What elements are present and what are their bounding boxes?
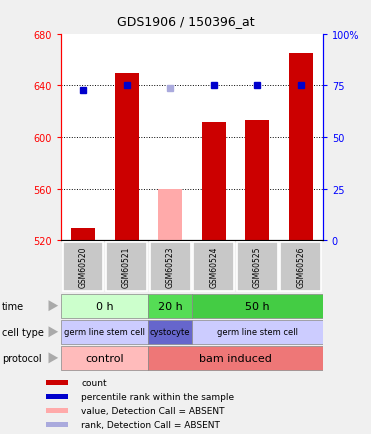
Polygon shape (49, 326, 58, 338)
Bar (289, 54, 313, 241)
Bar (106, 243, 147, 291)
Bar (46, 422, 68, 427)
Text: germ line stem cell: germ line stem cell (64, 328, 145, 336)
Bar (148, 294, 192, 318)
Text: 0 h: 0 h (96, 301, 114, 311)
Polygon shape (49, 352, 58, 364)
Bar (61, 346, 148, 370)
Bar (150, 243, 191, 291)
Polygon shape (49, 300, 58, 312)
Text: cell type: cell type (2, 327, 44, 337)
Text: 50 h: 50 h (245, 301, 270, 311)
Text: GSM60521: GSM60521 (122, 246, 131, 288)
Bar (46, 394, 68, 399)
Bar (46, 408, 68, 413)
Bar (148, 346, 323, 370)
Text: GSM60520: GSM60520 (79, 246, 88, 288)
Text: GSM60523: GSM60523 (166, 246, 175, 288)
Text: bam induced: bam induced (199, 353, 272, 363)
Text: cystocyte: cystocyte (150, 328, 190, 336)
Bar (237, 243, 278, 291)
Text: rank, Detection Call = ABSENT: rank, Detection Call = ABSENT (81, 420, 220, 429)
Bar (61, 320, 148, 344)
Text: GSM60524: GSM60524 (209, 246, 218, 288)
Text: GDS1906 / 150396_at: GDS1906 / 150396_at (117, 15, 254, 28)
Bar (193, 243, 234, 291)
Bar (158, 189, 182, 241)
Text: GSM60526: GSM60526 (296, 246, 305, 288)
Bar (192, 294, 323, 318)
Bar (71, 228, 95, 241)
Text: 20 h: 20 h (158, 301, 183, 311)
Bar (202, 122, 226, 241)
Text: value, Detection Call = ABSENT: value, Detection Call = ABSENT (81, 406, 225, 415)
Text: germ line stem cell: germ line stem cell (217, 328, 298, 336)
Bar (115, 73, 139, 241)
Text: percentile rank within the sample: percentile rank within the sample (81, 392, 234, 401)
Bar (192, 320, 323, 344)
Text: GSM60525: GSM60525 (253, 246, 262, 288)
Text: count: count (81, 378, 107, 387)
Bar (46, 380, 68, 385)
Text: protocol: protocol (2, 353, 42, 363)
Bar (280, 243, 321, 291)
Bar (245, 121, 269, 241)
Text: time: time (2, 301, 24, 311)
Bar (63, 243, 104, 291)
Bar (148, 320, 192, 344)
Text: control: control (85, 353, 124, 363)
Bar (61, 294, 148, 318)
